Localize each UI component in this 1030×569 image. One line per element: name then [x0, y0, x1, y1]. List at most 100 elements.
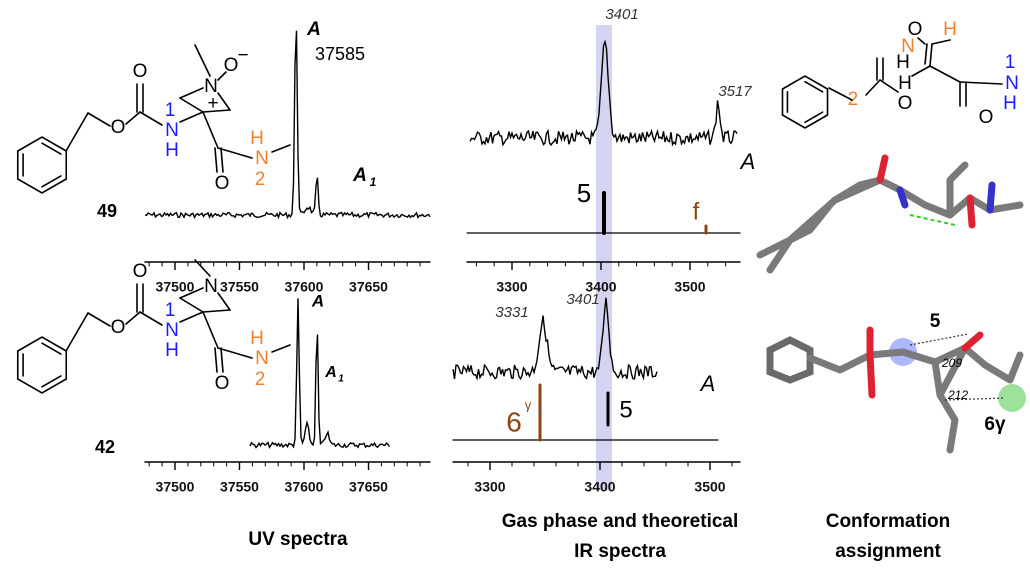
atom-label: O: [111, 317, 126, 338]
model-stick: [866, 351, 876, 399]
atom-label: N: [204, 276, 218, 297]
atom-label: H: [165, 140, 179, 161]
atom-label: 1: [165, 300, 176, 321]
label: 6γ: [984, 414, 1006, 435]
tick-label: 3500: [674, 279, 705, 295]
bond: [217, 92, 231, 111]
model-stick: [831, 176, 1024, 219]
tick-label: 3400: [585, 279, 616, 295]
label: γ: [525, 397, 532, 412]
bond: [202, 309, 231, 313]
bond: [804, 80, 824, 93]
ring: [16, 336, 68, 394]
atom-label: H: [943, 19, 957, 40]
tick-label: 37650: [349, 479, 388, 495]
highlight-green: [998, 384, 1026, 412]
bond: [179, 297, 204, 313]
atom-label: O: [979, 107, 994, 128]
bond: [202, 109, 231, 113]
bond: [217, 147, 253, 159]
bond: [931, 39, 951, 45]
label: 6: [506, 406, 522, 437]
label: A: [739, 149, 756, 174]
bond: [217, 71, 227, 81]
atom-label: H: [896, 52, 910, 73]
caption: assignment: [835, 541, 941, 562]
bond: [41, 142, 62, 155]
bond: [87, 112, 111, 127]
bond: [828, 87, 853, 101]
bond: [214, 147, 218, 173]
bond: [65, 312, 89, 352]
hbond: [909, 214, 956, 226]
atom-label: O: [133, 61, 148, 82]
atom-label: N: [165, 320, 179, 341]
bond: [179, 97, 204, 113]
label: 1: [338, 374, 344, 385]
tick-label: 37550: [220, 479, 259, 495]
atom-label: N: [255, 348, 269, 369]
ring: [16, 136, 68, 194]
atom-label: O: [224, 55, 239, 76]
bond: [929, 65, 961, 83]
bond: [194, 259, 211, 277]
caption: UV spectra: [248, 529, 348, 550]
model-stick: [756, 201, 834, 259]
bond: [41, 342, 62, 355]
model-stick: [896, 186, 909, 209]
model-stick: [766, 176, 884, 274]
spectrum-trace: [144, 30, 431, 220]
model-stick: [876, 154, 889, 184]
atom-label: −: [237, 45, 248, 66]
bond: [217, 347, 253, 359]
atom-label: 1: [165, 100, 176, 121]
bond: [41, 175, 62, 188]
bond: [924, 43, 928, 65]
ring: [781, 75, 829, 129]
label: 5: [930, 311, 941, 332]
atom-label: N: [204, 76, 218, 97]
atom-label: O: [111, 117, 126, 138]
model-stick: [931, 358, 959, 454]
atom-label: H: [898, 73, 912, 94]
label: 3331: [495, 304, 528, 321]
model-stick: [966, 194, 976, 229]
bond: [220, 347, 224, 373]
tick-label: 37650: [349, 279, 388, 295]
label: 3401: [605, 6, 638, 23]
atom-label: O: [908, 19, 923, 40]
bond: [959, 81, 1003, 85]
label: A: [311, 291, 324, 310]
atom-label: N: [1005, 73, 1019, 94]
caption: Conformation: [826, 511, 951, 532]
tick-label: 3300: [474, 479, 505, 495]
atom-label: O: [898, 93, 913, 114]
distance: [909, 333, 969, 346]
compound-number: 49: [97, 201, 117, 221]
tick-label: 37600: [285, 279, 324, 295]
model-stick: [806, 344, 1024, 384]
atom-label: 2: [848, 89, 859, 110]
label: 1: [370, 175, 377, 189]
label: 209: [941, 356, 962, 370]
bond: [220, 147, 224, 173]
atom-label: N: [165, 120, 179, 141]
label: A: [352, 165, 367, 186]
atom-label: N: [255, 148, 269, 169]
label: A: [306, 19, 321, 40]
bond: [194, 44, 211, 77]
atom-label: +: [207, 93, 218, 114]
bond: [879, 79, 899, 93]
tick-label: 37600: [285, 479, 324, 495]
bond: [125, 311, 141, 325]
label: 5: [577, 178, 591, 208]
tick-label: 37500: [156, 279, 195, 295]
bond: [917, 37, 926, 45]
tick-label: 37550: [220, 279, 259, 295]
label: A: [324, 364, 337, 381]
bond: [139, 111, 163, 126]
bond: [179, 311, 204, 323]
caption: Gas phase and theoretical: [502, 511, 739, 532]
label: 37585: [315, 44, 365, 64]
